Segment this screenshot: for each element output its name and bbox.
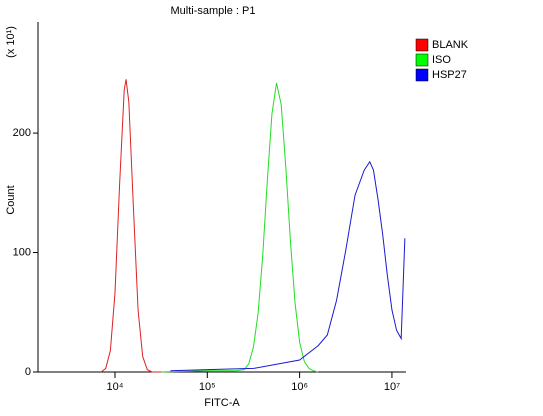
y-axis-label: Count (5, 185, 17, 214)
legend-label: HSP27 (432, 69, 467, 81)
y-tick-label: 0 (25, 366, 31, 378)
y-tick-label: 100 (13, 246, 31, 258)
series-line (170, 160, 406, 372)
chart-title: Multi-sample : P1 (171, 5, 256, 17)
x-axis-label: FITC-A (204, 397, 240, 409)
x-tick-label: 10⁴ (106, 381, 123, 393)
legend-swatch (415, 38, 429, 52)
legend-swatch (415, 53, 429, 67)
y-axis-unit: (x 10¹) (5, 26, 17, 58)
x-tick-label: 10⁵ (199, 381, 216, 393)
y-tick-label: 200 (13, 127, 31, 139)
x-tick-label: 10⁷ (384, 381, 400, 393)
x-tick-label: 10⁶ (291, 381, 308, 393)
series-line (100, 79, 162, 373)
legend-label: ISO (432, 54, 451, 66)
legend-swatch (415, 68, 429, 82)
legend-label: BLANK (432, 39, 469, 51)
